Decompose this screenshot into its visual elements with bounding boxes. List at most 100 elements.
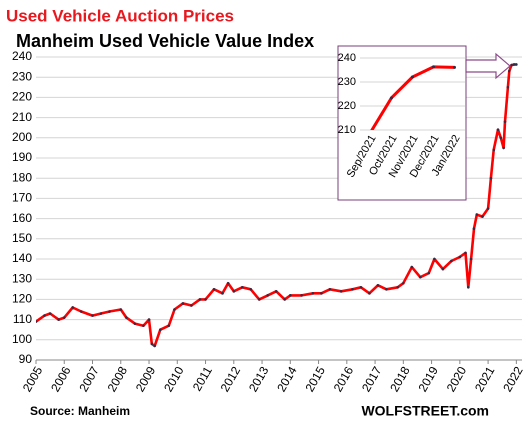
x-tick-label: 2017 <box>359 364 385 394</box>
x-tick-label: 2020 <box>444 364 470 394</box>
marker <box>221 292 224 295</box>
marker <box>181 302 185 305</box>
marker <box>119 308 123 311</box>
marker <box>147 318 151 321</box>
watermark: WOLFSTREET.com <box>361 403 489 419</box>
x-tick-label: 2005 <box>20 364 46 394</box>
y-tick-label: 210 <box>338 124 356 136</box>
y-tick-label: 90 <box>19 352 33 366</box>
y-tick-label: 200 <box>12 130 32 144</box>
marker <box>475 213 479 216</box>
marker <box>515 63 518 66</box>
marker <box>499 136 503 140</box>
marker <box>339 290 343 293</box>
y-tick-label: 180 <box>12 170 32 184</box>
marker <box>512 63 516 66</box>
marker <box>257 298 261 301</box>
x-tick-label: 2021 <box>472 364 498 394</box>
y-tick-label: 220 <box>338 100 356 112</box>
marker <box>153 344 156 348</box>
x-tick-label: 2010 <box>161 364 187 394</box>
marker <box>385 288 388 291</box>
marker <box>489 176 493 180</box>
marker <box>427 271 431 275</box>
y-tick-label: 240 <box>338 52 356 64</box>
marker <box>469 257 473 261</box>
marker <box>91 314 94 317</box>
x-tick-label: 2016 <box>331 364 357 394</box>
marker <box>510 63 513 67</box>
marker <box>274 290 278 293</box>
marker <box>467 285 470 289</box>
marker <box>108 310 111 313</box>
y-tick-label: 170 <box>12 191 32 205</box>
x-tick-label: 2007 <box>76 364 102 394</box>
marker <box>492 148 496 152</box>
marker <box>481 215 484 218</box>
inset-frame <box>337 45 467 201</box>
marker <box>249 288 253 291</box>
marker <box>402 281 405 285</box>
marker <box>283 298 286 301</box>
y-tick-label: 110 <box>13 312 32 326</box>
inset-plot: Sep/2021Oct/2021Nov/2021Dec/2021Jan/2022… <box>337 45 467 201</box>
marker <box>226 281 230 285</box>
marker <box>411 75 414 79</box>
marker <box>62 316 66 319</box>
marker <box>311 292 315 295</box>
x-tick-label: 2008 <box>105 364 131 394</box>
marker <box>150 342 154 346</box>
marker <box>125 316 128 319</box>
source: Source: Manheim <box>30 404 130 418</box>
marker <box>433 257 436 261</box>
y-tick-label: 210 <box>12 110 32 124</box>
marker <box>142 324 145 327</box>
marker <box>266 294 269 297</box>
y-tick-label: 100 <box>12 332 32 346</box>
marker <box>300 294 303 297</box>
x-tick-label: 2018 <box>387 364 413 394</box>
marker <box>464 251 467 255</box>
marker <box>458 255 462 259</box>
marker <box>328 288 332 291</box>
y-tick-label: 150 <box>12 231 32 245</box>
marker <box>133 322 137 325</box>
marker <box>376 283 380 287</box>
x-tick-label: 2011 <box>190 364 215 394</box>
marker <box>190 304 193 307</box>
x-tick-label: 2019 <box>415 364 441 394</box>
marker <box>232 290 236 293</box>
marker <box>71 306 75 309</box>
marker <box>167 324 171 327</box>
marker <box>173 308 176 311</box>
arrow <box>465 52 511 80</box>
y-tick-label: 230 <box>338 76 356 88</box>
marker <box>486 207 490 210</box>
marker <box>43 314 46 317</box>
marker <box>432 65 435 69</box>
y-tick-label: 130 <box>12 271 32 285</box>
marker <box>410 265 414 269</box>
x-tick-label: 2015 <box>302 364 328 394</box>
y-tick-label: 190 <box>12 150 32 164</box>
marker <box>159 328 162 332</box>
marker <box>48 312 52 315</box>
chart-title: Used Vehicle Auction Prices <box>6 6 234 25</box>
marker <box>507 69 511 73</box>
marker <box>396 285 399 289</box>
y-tick-label: 230 <box>12 69 32 83</box>
marker <box>506 86 510 89</box>
x-tick-label: 2012 <box>218 364 244 394</box>
marker <box>79 310 83 313</box>
x-tick-label: 2022 <box>500 364 526 394</box>
marker <box>99 312 103 315</box>
marker <box>390 96 393 100</box>
marker <box>198 298 202 301</box>
marker <box>368 292 371 295</box>
marker <box>441 267 445 271</box>
marker <box>289 294 292 297</box>
marker <box>212 288 216 291</box>
x-tick-label: 2014 <box>274 364 300 394</box>
marker <box>320 292 323 295</box>
